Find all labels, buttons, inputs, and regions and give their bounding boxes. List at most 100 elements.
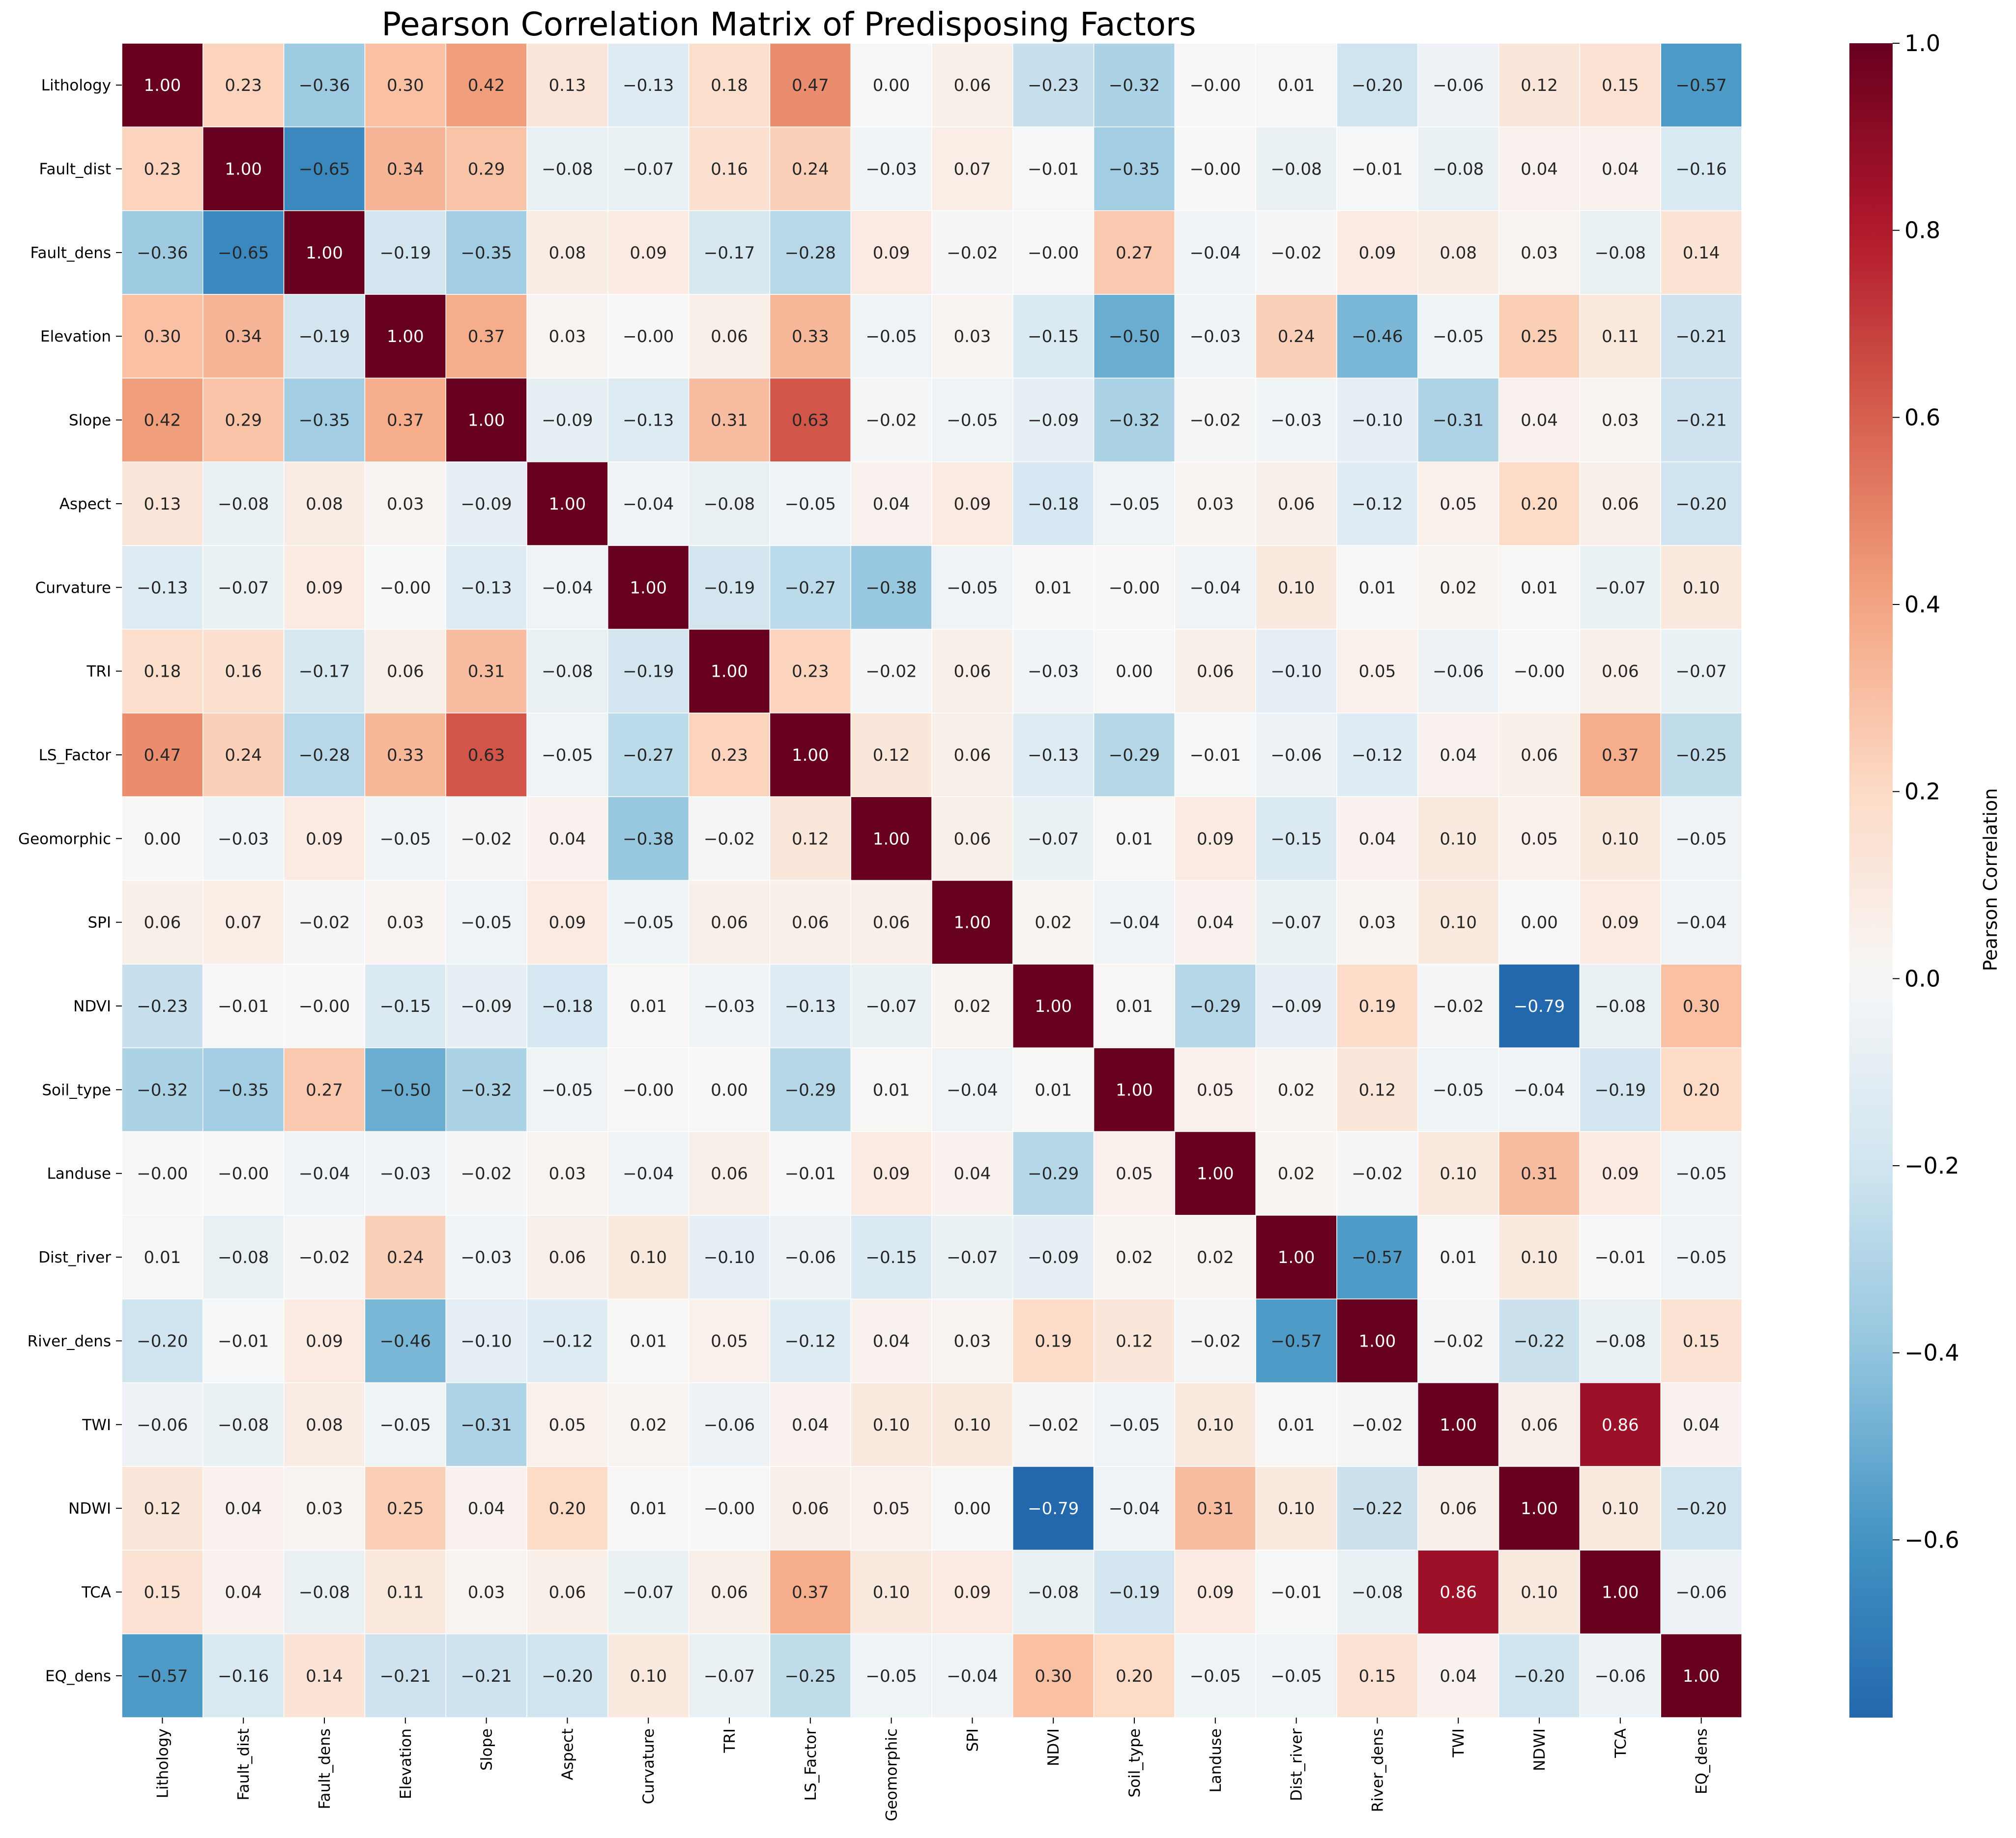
cell-value-label: −0.06 [1433,662,1484,682]
cell-value-label: 0.02 [1278,1164,1315,1184]
heatmap-cell [1174,1466,1256,1551]
cell-value-label: 0.31 [1521,1164,1558,1184]
heatmap-cell [1660,629,1742,714]
cell-value-label: 0.13 [549,76,586,95]
x-tick-label: TRI [721,1728,739,1753]
heatmap-cell [283,377,366,462]
y-tick-label: SPI [87,914,111,932]
cell-value-label: 0.11 [1602,327,1639,346]
cell-value-label: 0.01 [1116,829,1153,849]
heatmap-cell [445,713,527,797]
heatmap-cell [364,713,446,797]
heatmap-cell [607,1466,690,1551]
heatmap-cell [1417,1298,1499,1383]
cell-value-label: 1.00 [1359,1331,1396,1351]
heatmap-cell [121,1633,203,1718]
cell-value-label: 0.04 [549,829,586,849]
cell-value-label: −0.17 [704,243,755,263]
cell-value-label: −0.21 [1675,327,1727,346]
heatmap-cell [364,545,446,630]
colorbar-tick-label: −0.4 [1904,1340,1959,1366]
cell-value-label: −0.32 [1109,411,1160,431]
heatmap-cell [1660,461,1742,546]
cell-value-label: −0.05 [947,411,998,431]
cell-value-label: 0.00 [711,1080,748,1100]
heatmap-cell [1498,1633,1581,1718]
cell-value-label: 0.09 [1197,1582,1234,1602]
heatmap-cell [1255,1633,1337,1718]
cell-value-label: 0.15 [1683,1331,1720,1351]
heatmap-cell [1174,294,1256,379]
cell-value-label: 0.06 [792,913,829,933]
heatmap-cell [1012,1633,1094,1718]
heatmap-cell [607,377,690,462]
cell-value-label: −0.19 [1595,1080,1646,1100]
heatmap-cell [1255,796,1337,881]
cell-value-label: 0.08 [1440,243,1477,263]
heatmap-cell [1579,1633,1661,1718]
heatmap-cell [1498,294,1581,379]
y-tick-label: EQ_dens [45,1667,111,1685]
cell-value-label: 0.01 [144,1248,181,1267]
cell-value-label: 0.10 [1278,1499,1315,1519]
cell-value-label: −0.09 [1028,411,1079,431]
cell-value-label: 0.06 [1521,1415,1558,1435]
x-tick-label: LS_Factor [802,1728,820,1801]
cell-value-label: 0.02 [1440,578,1477,598]
heatmap-cell [769,1298,851,1383]
cell-value-label: 0.01 [1278,1415,1315,1435]
heatmap-cell [526,964,608,1048]
heatmap-cell [1255,294,1337,379]
heatmap-cell [607,294,690,379]
heatmap-cell [526,1550,608,1635]
cell-value-label: 0.30 [387,76,424,95]
cell-value-label: 0.02 [1197,1248,1234,1267]
heatmap-cell [202,126,285,211]
heatmap-cell [364,1633,446,1718]
cell-value-label: 0.08 [549,243,586,263]
heatmap-cell [688,1215,771,1299]
cell-value-label: −0.02 [947,243,998,263]
heatmap-cell [526,713,608,797]
heatmap-cell [1417,880,1499,965]
cell-value-label: 0.10 [954,1415,991,1435]
cell-value-label: −0.03 [1028,662,1079,682]
cell-value-label: 0.06 [711,327,748,346]
heatmap-cell [283,796,366,881]
heatmap-cell [1255,1131,1337,1216]
heatmap-cell [1417,377,1499,462]
cell-value-label: 1.00 [1197,1164,1234,1184]
cell-value-label: −0.02 [865,662,917,682]
heatmap-cell [1660,126,1742,211]
cell-value-label: 0.16 [225,662,262,682]
heatmap-cell [850,43,932,128]
cell-value-label: 0.06 [1521,746,1558,765]
heatmap-cell [445,629,527,714]
cell-value-label: 0.05 [549,1415,586,1435]
cell-value-label: −0.03 [1190,327,1241,346]
cell-value-label: 0.05 [1197,1080,1234,1100]
cell-value-label: 0.05 [1116,1164,1153,1184]
cell-value-label: −0.38 [623,829,674,849]
cell-value-label: −0.13 [785,997,836,1016]
cell-value-label: 0.03 [1521,243,1558,263]
heatmap-cell [121,1215,203,1299]
heatmap-cell [688,1382,771,1467]
cell-value-label: 0.14 [1683,243,1720,263]
cell-value-label: −0.08 [218,1248,269,1267]
x-tick-label: NDWI [1531,1728,1549,1771]
cell-value-label: −0.07 [704,1666,755,1686]
cell-value-label: −0.38 [865,578,917,598]
cell-value-label: 0.06 [711,913,748,933]
heatmap-cell [1417,294,1499,379]
cell-value-label: 0.04 [1359,829,1396,849]
cell-value-label: −0.10 [1352,411,1403,431]
y-tick-label: LS_Factor [39,747,112,764]
cell-value-label: 0.03 [468,1582,505,1602]
heatmap-cell [1417,796,1499,881]
heatmap-cell [1498,377,1581,462]
heatmap-cell [850,1466,932,1551]
cell-value-label: −0.05 [542,746,593,765]
cell-value-label: −0.07 [1028,829,1079,849]
cell-value-label: −0.13 [1028,746,1079,765]
